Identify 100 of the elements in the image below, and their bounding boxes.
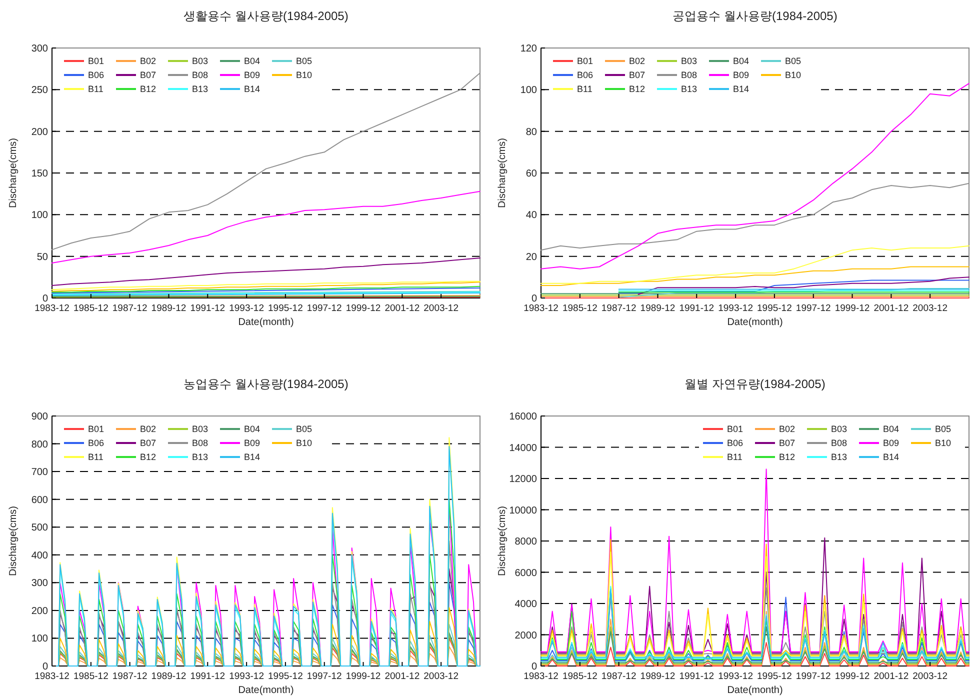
- legend-label: B01: [88, 424, 104, 434]
- legend-label: B01: [727, 424, 744, 434]
- x-tick-label: 1997-12: [306, 671, 342, 682]
- y-tick-label: 800: [31, 439, 48, 450]
- y-tick-label: 16000: [509, 412, 538, 422]
- legend-label: B04: [883, 424, 900, 434]
- legend-label: B02: [629, 56, 646, 66]
- x-tick-label: 2001-12: [874, 303, 909, 314]
- y-tick-label: 6000: [514, 568, 538, 579]
- legend-label: B09: [733, 70, 750, 80]
- legend-label: B04: [244, 424, 260, 434]
- x-tick-label: 1989-12: [640, 671, 676, 682]
- legend-label: B06: [727, 438, 744, 448]
- x-tick-label: 1991-12: [679, 671, 714, 682]
- legend-label: B06: [577, 70, 594, 80]
- x-tick-label: 1983-12: [34, 303, 70, 314]
- chart-title: 공업용수 월사용량(1984-2005): [672, 9, 838, 23]
- x-tick-label: 2001-12: [384, 671, 420, 682]
- chart-title: 월별 자연유량(1984-2005): [684, 377, 826, 391]
- x-axis-title: Date(month): [727, 685, 783, 696]
- y-tick-label: 50: [36, 252, 48, 263]
- x-tick-label: 1985-12: [73, 303, 108, 314]
- legend-label: B02: [140, 424, 156, 434]
- legend-label: B06: [88, 70, 104, 80]
- legend-label: B04: [733, 56, 750, 66]
- chart-title: 농업용수 월사용량(1984-2005): [184, 377, 348, 391]
- legend-label: B12: [629, 84, 646, 94]
- legend-label: B03: [831, 424, 848, 434]
- legend-label: B10: [935, 438, 952, 448]
- x-tick-label: 1991-12: [190, 671, 226, 682]
- legend-label: B05: [296, 424, 312, 434]
- x-tick-label: 2001-12: [384, 303, 420, 314]
- x-axis-title: Date(month): [238, 685, 294, 696]
- y-tick-label: 12000: [509, 474, 538, 485]
- y-tick-label: 20: [526, 252, 538, 263]
- legend-label: B13: [831, 452, 848, 462]
- legend-label: B13: [192, 84, 208, 94]
- legend-label: B05: [296, 56, 312, 66]
- y-axis-title: Discharge(cms): [497, 138, 508, 208]
- x-tick-label: 1985-12: [562, 671, 598, 682]
- y-tick-label: 0: [42, 662, 48, 672]
- y-axis-title: Discharge(cms): [8, 138, 19, 208]
- y-tick-label: 150: [31, 168, 48, 180]
- legend-label: B08: [192, 70, 208, 80]
- x-tick-label: 1989-12: [151, 671, 186, 682]
- legend-label: B13: [681, 84, 698, 94]
- legend-label: B07: [779, 438, 796, 448]
- legend-label: B01: [577, 56, 594, 66]
- legend-label: B03: [681, 56, 698, 66]
- y-tick-label: 0: [531, 662, 538, 672]
- x-tick-label: 2001-12: [874, 671, 909, 682]
- y-tick-label: 2000: [514, 630, 538, 642]
- x-tick-label: 1985-12: [73, 671, 108, 682]
- x-tick-label: 1983-12: [34, 671, 70, 682]
- x-tick-label: 1999-12: [346, 303, 381, 314]
- x-tick-label: 2003-12: [912, 671, 948, 682]
- y-tick-label: 250: [31, 85, 48, 96]
- x-tick-label: 1995-12: [757, 671, 792, 682]
- x-tick-label: 2003-12: [424, 671, 459, 682]
- x-axis-title: Date(month): [238, 317, 294, 328]
- x-tick-label: 1997-12: [306, 303, 342, 314]
- legend-label: B14: [733, 84, 750, 94]
- legend-label: B11: [88, 452, 104, 462]
- legend-label: B02: [140, 56, 156, 66]
- y-tick-label: 100: [31, 210, 48, 222]
- x-tick-label: 1989-12: [151, 303, 186, 314]
- y-axis-title: Discharge(cms): [8, 506, 19, 576]
- x-tick-label: 1997-12: [796, 671, 831, 682]
- legend-label: B07: [140, 70, 156, 80]
- y-tick-label: 300: [31, 44, 48, 54]
- legend-label: B13: [192, 452, 208, 462]
- x-tick-label: 1993-12: [229, 303, 264, 314]
- x-tick-label: 1993-12: [718, 671, 753, 682]
- x-tick-label: 2003-12: [912, 303, 948, 314]
- x-tick-label: 1991-12: [190, 303, 226, 314]
- legend-label: B10: [296, 438, 312, 448]
- x-axis-title: Date(month): [727, 317, 783, 328]
- y-tick-label: 500: [31, 522, 48, 534]
- x-tick-label: 1983-12: [524, 303, 558, 314]
- y-tick-label: 8000: [514, 536, 538, 548]
- y-tick-label: 200: [31, 126, 48, 138]
- x-tick-label: 1999-12: [834, 671, 870, 682]
- legend-label: B05: [935, 424, 952, 434]
- x-tick-label: 1993-12: [229, 671, 264, 682]
- legend-label: B14: [244, 84, 260, 94]
- x-tick-label: 1995-12: [757, 303, 792, 314]
- legend-label: B02: [779, 424, 796, 434]
- legend-label: B01: [88, 56, 104, 66]
- x-tick-label: 1989-12: [640, 303, 676, 314]
- x-tick-label: 1987-12: [112, 303, 148, 314]
- x-tick-label: 1995-12: [268, 671, 303, 682]
- x-tick-label: 1999-12: [346, 671, 381, 682]
- legend-label: B07: [140, 438, 156, 448]
- legend-label: B08: [192, 438, 208, 448]
- x-tick-label: 1987-12: [112, 671, 148, 682]
- y-tick-label: 80: [526, 126, 538, 138]
- x-tick-label: 1999-12: [834, 303, 870, 314]
- legend-label: B11: [727, 452, 742, 462]
- legend-label: B08: [831, 438, 848, 448]
- y-tick-label: 400: [31, 550, 48, 562]
